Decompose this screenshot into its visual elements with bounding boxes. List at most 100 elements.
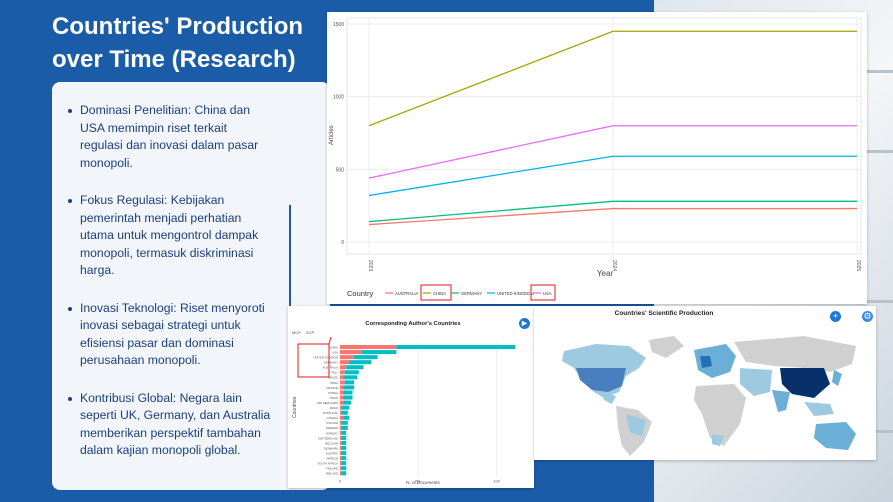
line-series-united-kingdom <box>368 155 857 197</box>
highlight-connector <box>328 336 332 345</box>
bar-category-label: SPAIN <box>330 396 338 400</box>
bar-scp <box>341 451 347 456</box>
bar-scp <box>343 415 350 420</box>
bar-category-label: FRANCE <box>327 386 339 390</box>
line-legend-label: GERMANY <box>461 291 482 296</box>
bar-scp <box>341 420 348 425</box>
map-japan <box>832 370 842 386</box>
bullet-list: Dominasi Penelitian: China dan USA memim… <box>68 102 273 480</box>
bar-category-label: SOUTH AFRICA <box>317 462 338 466</box>
bar-category-label: JAPAN <box>329 406 338 410</box>
bar-scp <box>343 400 351 405</box>
bar-mcp <box>340 420 342 425</box>
line-y-tick-label: 1500 <box>333 22 344 28</box>
line-legend-label: USA <box>543 291 552 296</box>
play-icon[interactable]: ► <box>519 318 530 329</box>
bar-category-label: AUSTRIA <box>326 451 338 455</box>
bar-category-label: SWEDEN <box>326 426 338 430</box>
bar-category-label: ITALY <box>331 371 338 375</box>
line-x-axis-label: Year <box>597 269 614 278</box>
bar-scp <box>361 350 397 355</box>
bar-category-label: GERMANY <box>324 361 338 365</box>
bar-mcp <box>340 355 355 360</box>
bar-scp <box>341 461 347 466</box>
bar-mcp <box>340 345 397 350</box>
bar-category-label: USA <box>332 350 338 354</box>
map-china <box>780 368 830 398</box>
bar-mcp <box>340 360 350 365</box>
bar-category-label: INDIA <box>331 381 339 385</box>
plus-icon[interactable]: + <box>830 311 841 322</box>
map-usa <box>576 368 626 392</box>
map-russia <box>734 336 856 372</box>
map-india <box>772 390 790 412</box>
bullet-item: Kontribusi Global: Negara lain seperti U… <box>68 390 273 460</box>
bar-scp <box>343 375 358 380</box>
bar-x-tick-label: 50 <box>416 479 420 483</box>
bar-category-label: CHINA <box>329 345 338 349</box>
slide-title-line-1: Countries' Production <box>52 13 304 40</box>
line-x-tick-label: 2024 <box>611 260 617 271</box>
bar-mcp <box>340 461 342 466</box>
slide-title-line-2: over Time (Research) <box>52 46 296 73</box>
bar-x-tick-label: 100 <box>493 479 499 483</box>
map-europe-core <box>700 356 712 368</box>
bar-scp <box>341 410 348 415</box>
bar-category-label: CANADA <box>326 416 338 420</box>
map-middle-east <box>740 368 772 396</box>
bar-mcp <box>340 440 342 445</box>
map-greenland <box>649 336 684 358</box>
bar-category-label: NETHERLANDS <box>317 401 338 405</box>
bar-category-label: DENMARK <box>324 446 338 450</box>
bar-scp <box>341 446 347 451</box>
bar-category-label: KOREA <box>328 391 338 395</box>
bullet-item: Inovasi Teknologi: Riset menyoroti inova… <box>68 300 273 370</box>
bar-category-label: GREECE <box>326 457 338 461</box>
line-chart-panel: 0 500 1000 1500 2023 2024 2025 Articles Year … <box>327 12 867 304</box>
bar-scp <box>343 395 353 400</box>
bar-scp <box>396 345 516 350</box>
bar-legend-scp: SCP <box>306 330 315 335</box>
bar-scp <box>341 425 348 430</box>
map-brazil <box>626 414 646 436</box>
bar-scp <box>341 466 347 471</box>
line-y-tick-label: 1000 <box>333 95 344 101</box>
bar-chart-panel: Corresponding Author's Countries MCP SCP… <box>288 306 534 488</box>
bar-category-label: AUSTRALIA <box>322 366 338 370</box>
bar-mcp <box>340 456 342 461</box>
bar-category-label: BELGIUM <box>325 441 338 445</box>
map-mexico <box>602 392 616 404</box>
bar-mcp <box>340 466 342 471</box>
map-southeast-asia <box>804 402 834 416</box>
bar-chart: Corresponding Author's Countries MCP SCP… <box>292 321 516 485</box>
bullet-card <box>52 82 330 490</box>
highlight-box <box>297 343 330 378</box>
map-panel: Countries' Scientific Production + ⚙ <box>534 306 876 460</box>
bar-category-label: SWITZERLAND <box>318 436 338 440</box>
bar-mcp <box>340 446 342 451</box>
bar-scp <box>349 360 372 365</box>
bar-mcp <box>340 415 344 420</box>
bar-category-label: BRAZIL <box>328 376 338 380</box>
bullet-item: Dominasi Penelitian: China dan USA memim… <box>68 102 273 172</box>
bar-category-label: IRELAND <box>326 472 338 476</box>
bar-x-axis-label: N. of Documents <box>406 480 440 485</box>
bar-mcp <box>340 435 342 440</box>
bar-scp <box>343 390 353 395</box>
line-series-australia <box>368 207 857 226</box>
bar-category-label: POLAND <box>326 421 338 425</box>
legend-highlight-box <box>530 284 556 301</box>
bar-scp <box>343 385 355 390</box>
bar-mcp <box>340 350 362 355</box>
bar-scp <box>341 435 347 440</box>
bar-scp <box>344 370 359 375</box>
bar-mcp <box>340 370 345 375</box>
world-map <box>562 336 856 456</box>
map-africa <box>694 384 746 446</box>
settings-icon[interactable]: ⚙ <box>862 311 873 322</box>
bullet-item: Fokus Regulasi: Kebijakan pemerintah men… <box>68 192 273 280</box>
bar-mcp <box>340 380 345 385</box>
map-europe <box>694 344 736 378</box>
bar-x-tick-label: 0 <box>339 479 341 483</box>
bar-chart-title: Corresponding Author's Countries <box>365 321 460 327</box>
